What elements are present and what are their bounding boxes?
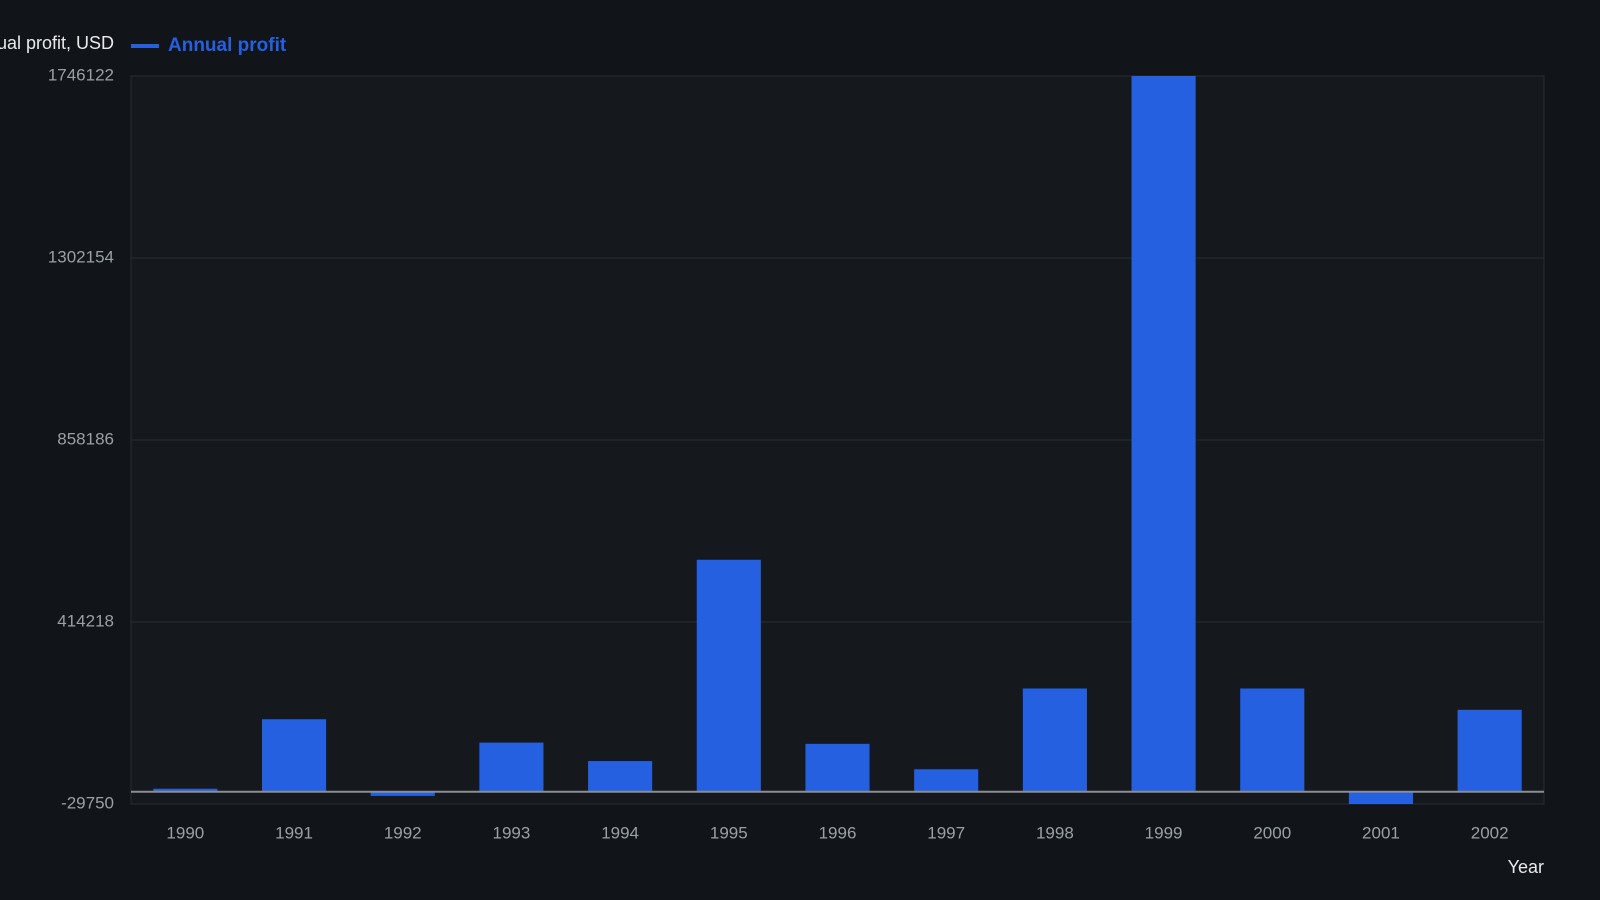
x-tick-label: 1992 xyxy=(384,823,422,842)
bar xyxy=(1240,688,1305,792)
x-tick-label: 1997 xyxy=(927,823,965,842)
y-tick-label: -29750 xyxy=(61,793,114,812)
bar xyxy=(370,791,435,796)
y-tick-label: 858186 xyxy=(57,429,114,448)
x-tick-label: 1993 xyxy=(493,823,531,842)
x-tick-label: 1998 xyxy=(1036,823,1074,842)
x-tick-label: 1996 xyxy=(819,823,857,842)
bar xyxy=(805,743,870,792)
legend-label: Annual profit xyxy=(168,35,287,56)
bar xyxy=(1131,76,1196,792)
x-tick-label: 1994 xyxy=(601,823,639,842)
bar xyxy=(153,788,218,792)
x-tick-label: 1995 xyxy=(710,823,748,842)
bar xyxy=(1022,688,1087,792)
y-axis-label: Annual profit, USD xyxy=(0,33,114,53)
bar xyxy=(479,742,544,792)
x-tick-label: 2001 xyxy=(1362,823,1400,842)
bar xyxy=(588,761,653,792)
x-axis-label: Year xyxy=(1508,857,1544,877)
bar xyxy=(696,559,761,792)
x-tick-label: 2000 xyxy=(1253,823,1291,842)
y-tick-label: 1746122 xyxy=(48,65,114,84)
x-tick-label: 1990 xyxy=(166,823,204,842)
y-tick-label: 1302154 xyxy=(48,247,114,266)
bar xyxy=(1457,709,1522,792)
x-tick-label: 1999 xyxy=(1145,823,1183,842)
x-tick-label: 1991 xyxy=(275,823,313,842)
y-tick-label: 414218 xyxy=(57,611,114,630)
bar xyxy=(261,719,327,792)
bar xyxy=(914,769,979,792)
bar xyxy=(1348,791,1414,804)
x-tick-label: 2002 xyxy=(1471,823,1509,842)
